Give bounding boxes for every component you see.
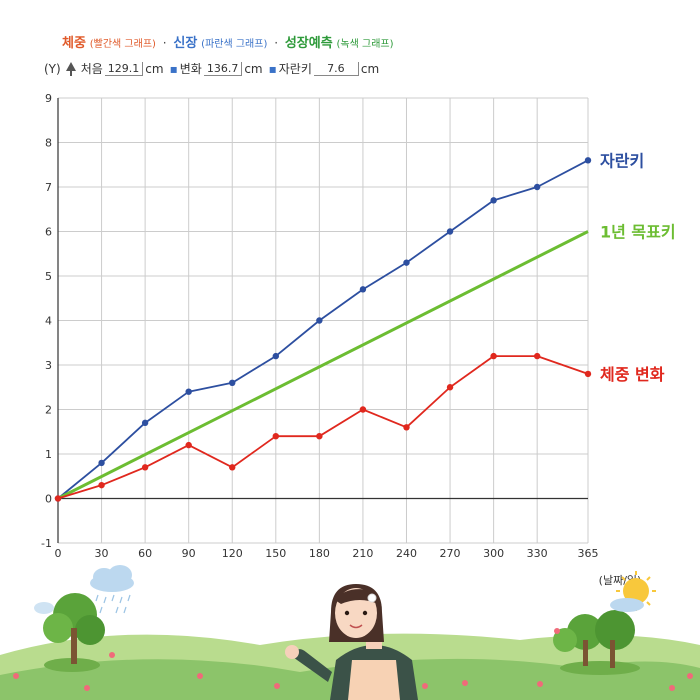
series-2-point [272, 433, 280, 440]
girl-character-illustration [285, 584, 418, 700]
series-0-point [141, 419, 149, 427]
x-tick-label: 365 [578, 547, 599, 560]
y-tick-label: 6 [45, 226, 52, 239]
chart-axes [57, 98, 588, 543]
change-unit: cm [244, 61, 263, 76]
x-tick-label: 270 [440, 547, 461, 560]
series-0-point [316, 317, 323, 324]
x-tick-label: 90 [182, 547, 196, 560]
y-tick-label: 9 [45, 92, 52, 105]
y-tick-label: 4 [45, 315, 52, 328]
legend-forecast-sub: (녹색 그래프) [336, 39, 394, 50]
tick-labels: 0 30 60 90 120 150 180 210 240 270 300 330 365-10123… [41, 92, 598, 560]
y-tick-label: 2 [45, 404, 52, 417]
x-tick-label: 300 [483, 547, 504, 560]
y-axis-label: (Y) [44, 61, 61, 76]
rain-cloud-icon [90, 565, 134, 614]
series-2-point [584, 370, 592, 378]
x-tick-label: 30 [95, 547, 109, 560]
x-tick-label: 0 [55, 547, 62, 560]
tree-right [553, 610, 640, 675]
x-tick-label: 330 [527, 547, 548, 560]
x-tick-label: 150 [265, 547, 286, 560]
series-0-label: 자란키 [600, 151, 644, 170]
series-2-point [490, 352, 497, 360]
y-tick-label: -1 [41, 537, 52, 550]
series-2-point [359, 406, 367, 413]
series-2-point [141, 464, 149, 471]
chart-series [54, 157, 592, 502]
series-2-label: 체중 변화 [600, 365, 665, 384]
chart-header: 체중 (빨간색 그래프) · 신장 (파란색 그래프) · 성장예측 (녹색 그… [0, 0, 700, 90]
legend-weight-label: 체중 [62, 36, 86, 51]
change-value-field: 136.7 [203, 61, 243, 76]
growth-label: 자란키 [278, 62, 312, 76]
x-tick-label: 120 [222, 547, 243, 560]
series-0-point [533, 183, 541, 191]
y-tick-label: 1 [45, 448, 52, 461]
series-0-point [272, 352, 280, 360]
legend-weight-sub: (빨간색 그래프) [89, 39, 156, 50]
y-tick-label: 5 [45, 270, 52, 283]
y-tick-label: 8 [45, 137, 52, 150]
series-2-point [446, 384, 454, 391]
series-0-point [446, 228, 454, 235]
series-0-point [359, 286, 367, 293]
change-label: 변화 [179, 62, 202, 76]
sun-icon [610, 571, 656, 612]
series-2-point [316, 433, 323, 440]
series-1-label: 1년 목표키 [600, 223, 676, 242]
y-tick-label: 0 [45, 493, 52, 506]
legend-separator-2: · [274, 36, 279, 50]
series-0-point [229, 379, 236, 386]
legend-line: 체중 (빨간색 그래프) · 신장 (파란색 그래프) · 성장예측 (녹색 그… [62, 32, 394, 51]
first-label: 처음 [80, 62, 103, 76]
x-tick-label: 240 [396, 547, 417, 560]
first-unit: cm [145, 61, 164, 76]
series-1-line [57, 230, 589, 500]
growth-unit: cm [360, 61, 380, 76]
first-value-field: 129.1 [104, 61, 144, 76]
series-0-point [490, 197, 497, 204]
series-0-point [185, 388, 192, 395]
series-2-point [533, 352, 541, 360]
series-0-point [403, 259, 410, 266]
x-tick-label: 180 [309, 547, 330, 560]
tree-icon [65, 61, 76, 76]
y-tick-label: 7 [45, 181, 52, 194]
series-0-point [98, 459, 105, 467]
bullet-icon: ▪ [169, 61, 178, 76]
y-tick-label: 3 [45, 359, 52, 372]
series-2-point [403, 424, 410, 431]
tree-left [43, 593, 105, 672]
series-2-point [185, 441, 192, 449]
small-cloud-icon [34, 602, 54, 614]
series-2-point [229, 464, 236, 471]
series-0-point [584, 157, 592, 164]
legend-separator-1: · [162, 36, 167, 50]
flowers-icon [13, 628, 693, 691]
series-2-point [98, 481, 105, 489]
legend-height-label: 신장 [173, 36, 198, 51]
growth-value-field: 7.6 [313, 61, 359, 76]
legend-height-sub: (파란색 그래프) [201, 39, 268, 50]
x-tick-label: 60 [138, 547, 152, 560]
x-tick-label: 210 [352, 547, 373, 560]
series-2-point [54, 495, 62, 502]
bullet-icon: ▪ [268, 61, 277, 76]
info-line: (Y) 처음 129.1 cm ▪ 변화 136.7 cm ▪ 자란키 7.6 … [44, 60, 379, 77]
legend-forecast-label: 성장예측 [284, 36, 333, 51]
